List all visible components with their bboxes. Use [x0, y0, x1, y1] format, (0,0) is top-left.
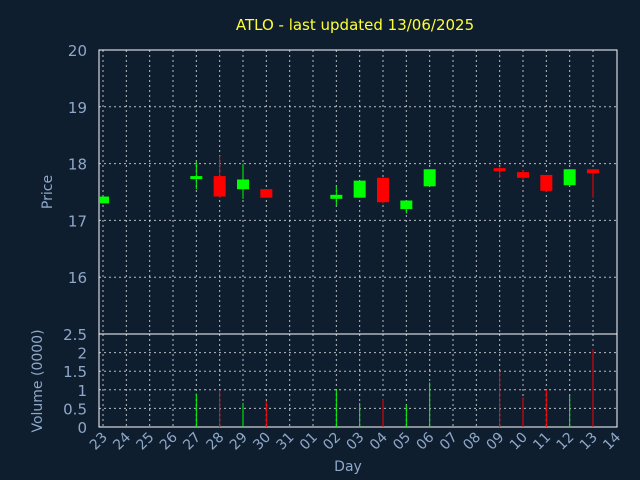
- candle-body: [493, 168, 506, 172]
- volume-tick-label: 2.5: [63, 326, 87, 344]
- day-tick-label: 28: [204, 430, 228, 454]
- volume-tick-label: 0.5: [63, 400, 87, 418]
- day-tick-label: 27: [180, 430, 204, 454]
- price-axis-label: Price: [40, 175, 56, 209]
- candle-body: [190, 176, 203, 180]
- candle-body: [517, 172, 529, 178]
- candle-body: [587, 169, 599, 174]
- day-tick-label: 14: [600, 429, 624, 453]
- candle-body: [400, 200, 413, 210]
- day-tick-label: 12: [554, 430, 578, 454]
- day-tick-label: 24: [110, 429, 134, 453]
- day-tick-label: 01: [297, 430, 321, 454]
- candle-body: [237, 179, 249, 190]
- volume-panel: 00.511.522.5 23 24 25 26 27 28 29 30 31 01 02 03 04 05…: [63, 326, 624, 453]
- day-tick-label: 05: [390, 430, 414, 454]
- volume-tick-label: 0: [77, 419, 87, 437]
- day-tick-label: 25: [134, 430, 158, 454]
- volume-tick-label: 2: [77, 345, 87, 363]
- day-tick-label: 04: [367, 429, 391, 453]
- candle-body: [213, 176, 226, 197]
- day-tick-label: 11: [530, 430, 554, 454]
- candle-body: [260, 189, 273, 198]
- price-tick-label: 18: [68, 156, 87, 174]
- candle-body: [353, 180, 366, 198]
- candle-body: [99, 196, 109, 204]
- candle-body: [377, 177, 389, 203]
- volume-tick-label: 1.5: [63, 363, 87, 381]
- day-tick-label: 31: [274, 430, 298, 454]
- day-tick-label: 09: [484, 430, 508, 454]
- price-tick-label: 17: [68, 212, 87, 230]
- day-tick-label: 23: [87, 430, 111, 454]
- day-tick-label: 08: [460, 430, 484, 454]
- day-tick-label: 02: [320, 430, 344, 454]
- candle-body: [330, 194, 343, 199]
- chart-title: ATLO - last updated 13/06/2025: [236, 16, 474, 34]
- day-tick-label: 06: [414, 429, 438, 453]
- price-tick-label: 20: [68, 42, 87, 60]
- candle-body: [423, 169, 436, 187]
- volume-tick-label: 1: [77, 382, 87, 400]
- day-tick-label: 13: [577, 430, 601, 454]
- day-tick-label: 30: [250, 430, 274, 454]
- day-tick-label: 26: [157, 429, 181, 453]
- price-tick-label: 19: [68, 99, 87, 117]
- volume-plot-frame: [98, 333, 618, 428]
- candle-body: [540, 174, 553, 191]
- day-axis-label: Day: [334, 459, 362, 475]
- candle-body: [563, 169, 576, 186]
- price-tick-label: 16: [68, 269, 87, 287]
- day-tick-label: 07: [437, 430, 461, 454]
- day-tick-label: 03: [344, 430, 368, 454]
- price-panel: 16 17 18 19 20: [68, 42, 618, 335]
- volume-axis-label: Volume (0000): [30, 329, 46, 432]
- day-tick-label: 10: [507, 430, 531, 454]
- day-tick-label: 29: [227, 430, 251, 454]
